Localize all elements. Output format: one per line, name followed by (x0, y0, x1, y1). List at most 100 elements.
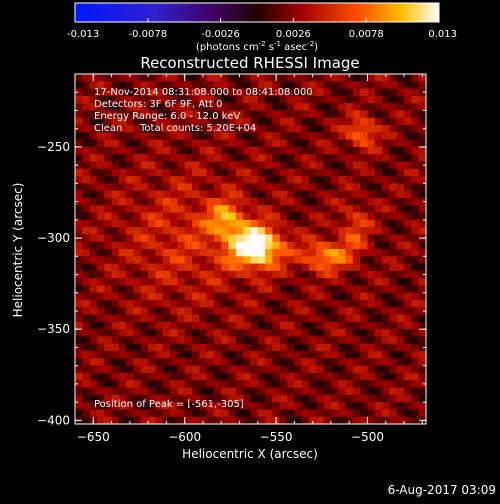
heatmap-cell (265, 88, 274, 97)
heatmap-cell (148, 219, 157, 228)
heatmap-cell (257, 95, 266, 104)
heatmap-cell (221, 139, 230, 148)
heatmap-cell (272, 380, 281, 389)
heatmap-cell (418, 190, 426, 199)
heatmap-cell (184, 205, 193, 214)
heatmap-cell (250, 292, 259, 301)
heatmap-cell (389, 278, 398, 287)
heatmap-cell (345, 161, 354, 170)
heatmap-cell (418, 241, 426, 250)
heatmap-cell (170, 300, 178, 308)
heatmap-cell (265, 212, 274, 221)
heatmap-cell (338, 270, 347, 279)
heatmap-cell (89, 219, 98, 228)
heatmap-cell (228, 168, 237, 177)
heatmap-cell (155, 212, 164, 221)
heatmap-cell (221, 285, 230, 294)
heatmap-cell (367, 161, 376, 170)
heatmap-cell (89, 263, 98, 272)
heatmap-cell (104, 372, 113, 381)
heatmap-cell (228, 394, 237, 403)
heatmap-cell (396, 205, 405, 214)
heatmap-cell (155, 387, 164, 396)
heatmap-cell (374, 256, 383, 265)
heatmap-cell (104, 168, 113, 177)
heatmap-cell (118, 205, 127, 214)
heatmap-cell (330, 168, 339, 177)
heatmap-cell (118, 256, 127, 265)
heatmap-cell (140, 183, 149, 192)
heatmap-cell (279, 183, 288, 192)
heatmap-cell (330, 394, 339, 403)
heatmap-cell (221, 234, 230, 243)
heatmap-cell (155, 292, 164, 301)
heatmap-cell (294, 270, 303, 279)
heatmap-cell (111, 409, 120, 418)
heatmap-cell (418, 292, 426, 301)
heatmap-cell (404, 402, 412, 411)
heatmap-cell (279, 358, 288, 367)
heatmap-cell (418, 380, 426, 389)
heatmap-cell (360, 212, 369, 221)
heatmap-cell (133, 249, 142, 257)
heatmap-cell (404, 314, 412, 323)
heatmap-cell (133, 314, 142, 323)
heatmap-cell (316, 372, 325, 381)
heatmap-cell (199, 402, 208, 411)
heatmap-cell (389, 139, 398, 148)
heatmap-cell (367, 292, 376, 301)
heatmap-cell (170, 292, 178, 301)
heatmap-cell (301, 416, 310, 424)
heatmap-cell (184, 307, 193, 316)
heatmap-cell (374, 314, 383, 323)
heatmap-cell (309, 329, 317, 338)
heatmap-cell (294, 176, 303, 184)
heatmap-cell (330, 263, 339, 272)
heatmap-cell (184, 365, 193, 374)
heatmap-cell (199, 263, 208, 272)
heatmap-cell (184, 219, 193, 228)
heatmap-cell (140, 132, 149, 141)
heatmap-cell (272, 88, 281, 97)
heatmap-cell (155, 183, 164, 192)
y-tick-label: −300 (37, 231, 70, 245)
heatmap-cell (338, 117, 347, 126)
heatmap-cell (104, 139, 113, 148)
heatmap-cell (338, 88, 347, 97)
heatmap-cell (396, 314, 405, 323)
heatmap-cell (389, 292, 398, 301)
heatmap-cell (148, 154, 157, 163)
heatmap-cell (235, 263, 244, 272)
heatmap-cell (294, 343, 303, 352)
heatmap-cell (294, 197, 303, 206)
heatmap-cell (148, 168, 157, 177)
heatmap-cell (199, 103, 208, 112)
heatmap-cell (170, 146, 178, 155)
heatmap-cell (155, 234, 164, 243)
heatmap-cell (235, 343, 244, 352)
heatmap-cell (418, 183, 426, 192)
heatmap-cell (192, 409, 200, 418)
heatmap-cell (404, 387, 412, 396)
heatmap-cell (265, 176, 274, 184)
heatmap-cell (177, 190, 186, 199)
heatmap-cell (396, 176, 405, 184)
heatmap-cell (345, 372, 354, 381)
heatmap-cell (272, 336, 281, 345)
heatmap-cell (192, 358, 200, 367)
heatmap-cell (360, 139, 369, 148)
heatmap-cell (330, 132, 339, 141)
heatmap-cell (418, 314, 426, 323)
heatmap-cell (199, 292, 208, 301)
heatmap-cell (140, 285, 149, 294)
heatmap-cell (177, 300, 186, 308)
heatmap-cell (162, 103, 171, 112)
heatmap-cell (82, 219, 91, 228)
heatmap-cell (352, 234, 361, 243)
heatmap-cell (330, 241, 339, 250)
heatmap-cell (287, 176, 295, 184)
heatmap-cell (133, 234, 142, 243)
heatmap-cell (148, 387, 157, 396)
heatmap-cell (184, 263, 193, 272)
heatmap-cell (396, 270, 405, 279)
